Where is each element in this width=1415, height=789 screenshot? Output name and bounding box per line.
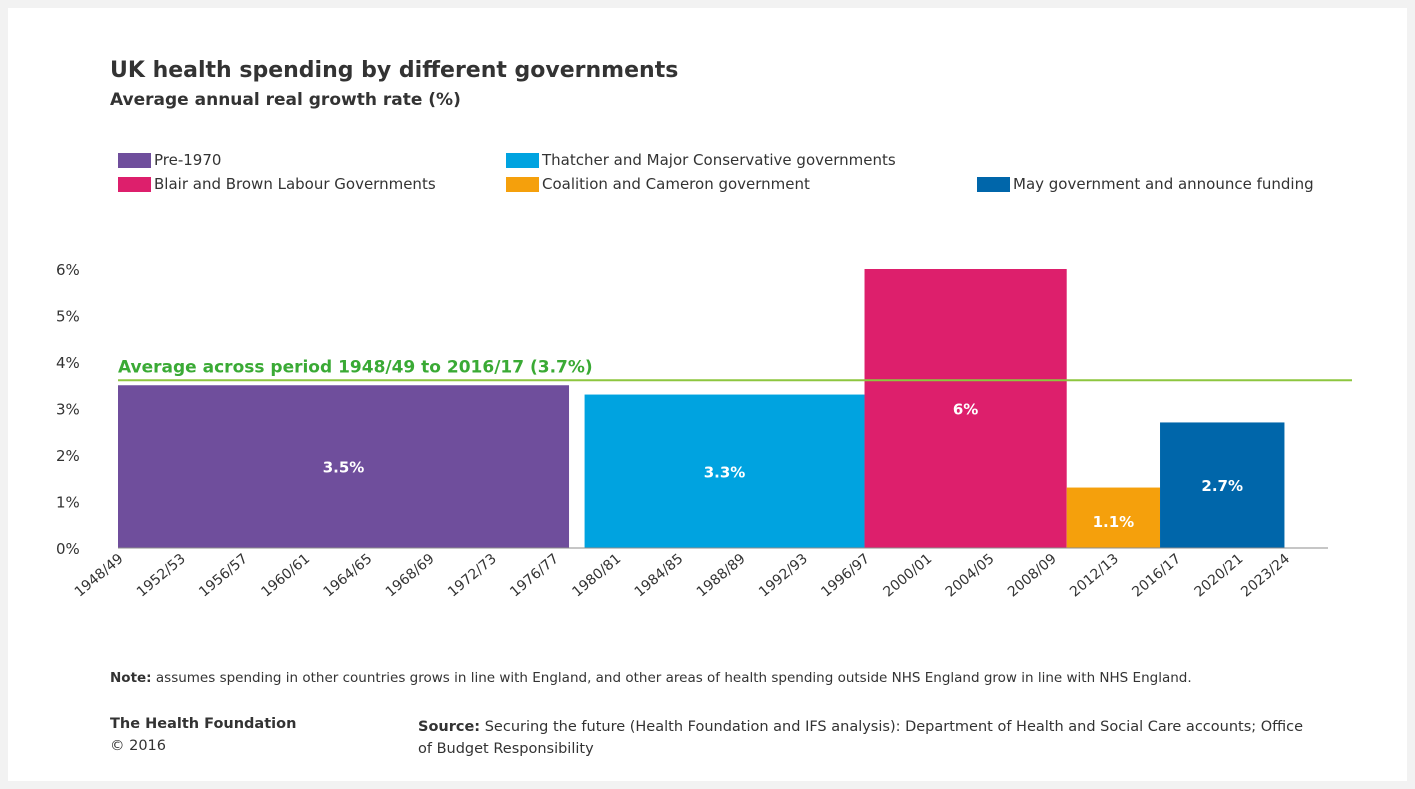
bar-data-label: 3.3% — [704, 463, 746, 481]
legend-swatch — [506, 176, 539, 192]
x-tick-label: 1968/69 — [383, 551, 438, 601]
legend-item-pre-1970: Pre-1970 — [118, 151, 221, 169]
x-tick-label: 2020/21 — [1192, 551, 1247, 601]
y-tick-label: 3% — [56, 401, 80, 419]
note-label: Note: — [110, 670, 152, 686]
x-tick-label: 1952/53 — [134, 551, 189, 601]
legend-item-thatcher-major: Thatcher and Major Conservative governme… — [506, 151, 896, 169]
bar — [864, 269, 1067, 548]
legend-label: Pre-1970 — [154, 151, 222, 169]
legend-label: Thatcher and Major Conservative governme… — [542, 151, 896, 169]
y-tick-label: 2% — [56, 447, 80, 465]
bar — [118, 385, 570, 548]
legend-label: Blair and Brown Labour Governments — [154, 175, 436, 193]
bar — [584, 394, 865, 548]
chart-source: Source: Securing the future (Health Foun… — [418, 716, 1318, 760]
x-tick-label: 1972/73 — [445, 551, 500, 601]
bar-data-label: 2.7% — [1201, 477, 1243, 495]
legend-label: May government and announce funding — [1013, 175, 1314, 193]
chart-title: UK health spending by different governme… — [110, 58, 679, 83]
legend-item-may-government: May government and announce funding — [977, 175, 1314, 193]
y-tick-label: 5% — [56, 308, 80, 326]
x-tick-label: 2000/01 — [880, 551, 935, 601]
source-text: Securing the future (Health Foundation a… — [418, 719, 1304, 757]
legend-label: Coalition and Cameron government — [542, 175, 810, 193]
bar — [1160, 422, 1285, 548]
chart-note: Note: assumes spending in other countrie… — [110, 670, 1192, 686]
legend-swatch — [977, 176, 1010, 192]
y-tick-label: 6% — [56, 261, 80, 279]
x-tick-label: 1976/77 — [507, 551, 562, 601]
x-tick-label: 1948/49 — [72, 551, 127, 601]
x-tick-label: 1960/61 — [258, 551, 313, 601]
organisation-name: The Health Foundation — [110, 716, 297, 732]
x-tick-label: 2012/13 — [1067, 551, 1122, 601]
x-tick-label: 1956/57 — [196, 551, 251, 601]
bar-data-label: 3.5% — [323, 459, 365, 477]
average-reference-label: Average across period 1948/49 to 2016/17… — [118, 357, 593, 377]
y-tick-label: 1% — [56, 494, 80, 512]
legend-item-coalition-cameron: Coalition and Cameron government — [506, 175, 810, 193]
legend-swatch — [118, 176, 151, 192]
bar-data-label: 6% — [953, 401, 978, 419]
x-tick-label: 1964/65 — [321, 551, 376, 601]
x-tick-label: 1992/93 — [756, 551, 811, 601]
legend-swatch — [118, 152, 151, 168]
x-tick-label: 2016/17 — [1129, 551, 1184, 601]
x-tick-label: 2023/24 — [1238, 551, 1293, 601]
copyright: © 2016 — [110, 738, 167, 754]
source-label: Source: — [418, 719, 481, 735]
chart-subtitle: Average annual real growth rate (%) — [110, 90, 461, 110]
bar-data-label: 1.1% — [1093, 513, 1135, 531]
bar — [1066, 487, 1161, 548]
note-text: assumes spending in other countries grow… — [155, 670, 1192, 686]
x-tick-label: 2004/05 — [943, 551, 998, 601]
x-tick-label: 1984/85 — [632, 551, 687, 601]
x-tick-label: 2008/09 — [1005, 551, 1060, 601]
legend-swatch — [506, 152, 539, 168]
y-tick-label: 0% — [56, 540, 80, 558]
x-tick-label: 1980/81 — [569, 551, 624, 601]
x-tick-label: 1996/97 — [818, 551, 873, 601]
legend-item-blair-brown: Blair and Brown Labour Governments — [118, 175, 436, 193]
x-tick-label: 1988/89 — [694, 551, 749, 601]
y-tick-label: 4% — [56, 354, 80, 372]
